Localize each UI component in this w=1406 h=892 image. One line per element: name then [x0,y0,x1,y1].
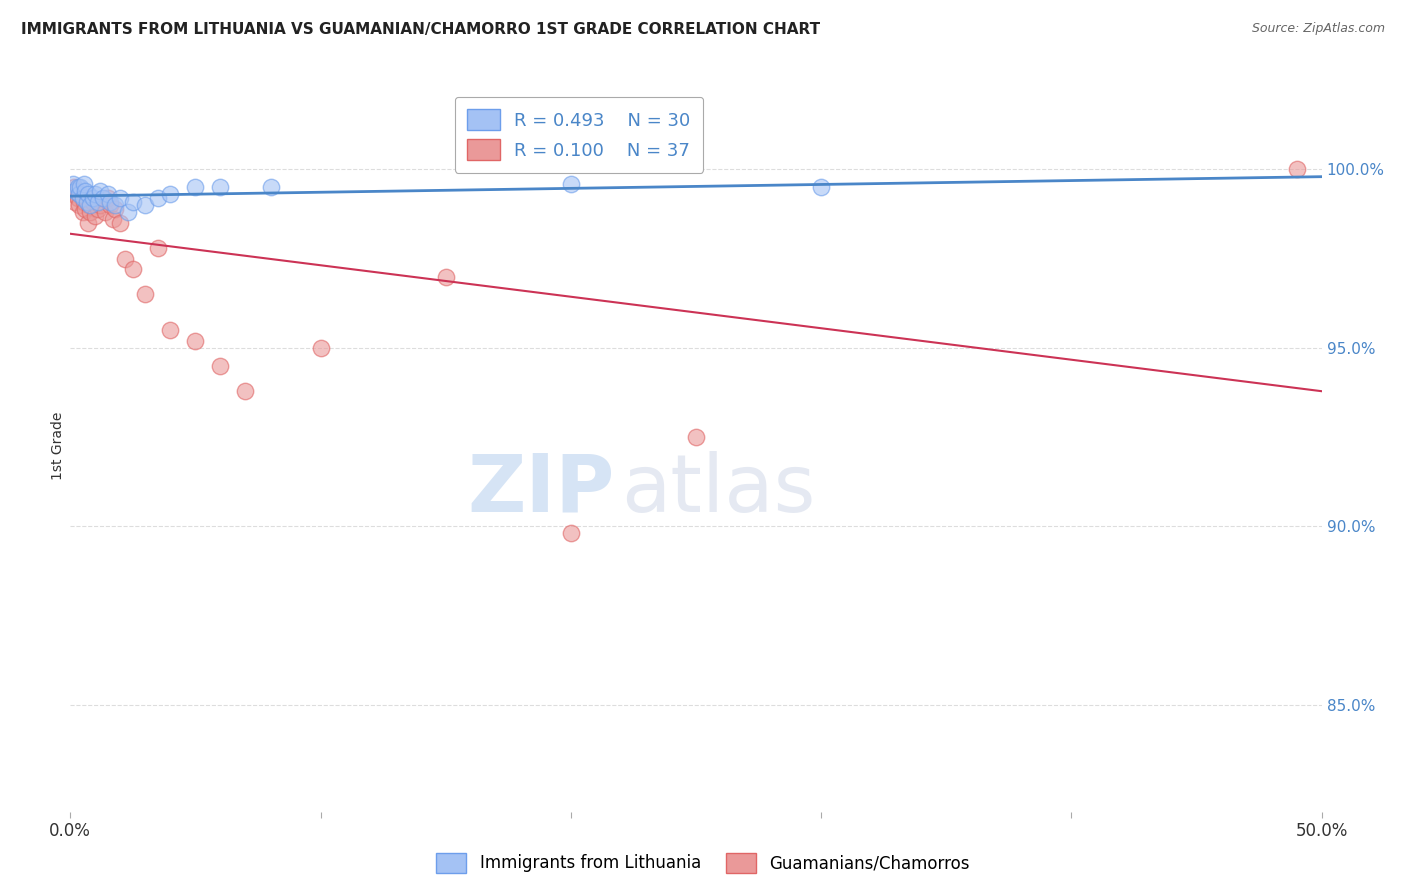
Point [72,191,94,205]
Point [69,187,91,202]
Point [97,187,120,202]
Point [98,194,121,209]
Point [87,194,110,209]
Point [67,187,90,202]
Point [76,216,98,230]
Point [560,177,582,191]
Legend: R = 0.493    N = 30, R = 0.100    N = 37: R = 0.493 N = 30, R = 0.100 N = 37 [454,96,703,173]
Point [82,194,104,209]
Point [65,184,87,198]
Point [209,359,232,373]
Point [685,430,707,444]
Legend: Immigrants from Lithuania, Guamanians/Chamorros: Immigrants from Lithuania, Guamanians/Ch… [430,847,976,880]
Point [87,202,110,216]
Point [110,216,132,230]
Point [259,180,281,194]
Text: IMMIGRANTS FROM LITHUANIA VS GUAMANIAN/CHAMORRO 1ST GRADE CORRELATION CHART: IMMIGRANTS FROM LITHUANIA VS GUAMANIAN/C… [21,22,820,37]
Point [76,194,98,209]
Point [114,252,136,266]
Point [117,205,139,219]
Point [66,180,89,194]
Y-axis label: 1st Grade: 1st Grade [51,412,65,480]
Point [184,180,207,194]
Point [72,205,94,219]
Point [184,334,207,348]
Point [146,241,169,255]
Point [98,198,121,212]
Point [65,184,87,198]
Point [146,191,169,205]
Point [97,191,120,205]
Point [84,187,107,202]
Point [65,194,87,209]
Point [134,198,156,212]
Point [434,269,457,284]
Point [89,198,111,212]
Point [560,526,582,541]
Text: ZIP: ZIP [467,450,614,529]
Point [73,194,96,209]
Point [121,194,145,209]
Point [1285,162,1308,177]
Point [82,191,104,205]
Point [75,202,97,216]
Point [63,180,86,194]
Point [62,177,84,191]
Point [94,205,117,219]
Point [76,191,98,205]
Text: Source: ZipAtlas.com: Source: ZipAtlas.com [1251,22,1385,36]
Point [104,202,127,216]
Point [75,184,97,198]
Text: atlas: atlas [621,450,815,529]
Point [159,323,181,337]
Point [309,341,332,355]
Point [91,191,114,205]
Point [67,198,90,212]
Point [235,384,257,398]
Point [209,180,232,194]
Point [76,187,98,202]
Point [89,184,111,198]
Point [69,180,91,194]
Point [110,191,132,205]
Point [134,287,156,301]
Point [121,262,145,277]
Point [84,209,107,223]
Point [79,198,101,212]
Point [77,198,100,212]
Point [66,191,89,205]
Point [73,177,96,191]
Point [62,187,84,202]
Point [159,187,181,202]
Point [79,205,101,219]
Point [101,212,124,227]
Point [104,198,127,212]
Point [810,180,832,194]
